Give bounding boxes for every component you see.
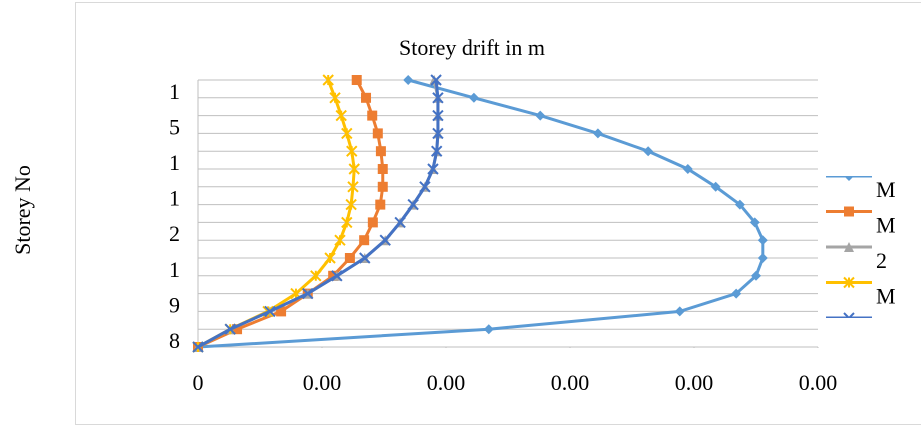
series-line [197,78,765,349]
y-tick-label: 2 [169,221,180,246]
marker [674,306,685,317]
marker [379,234,391,246]
marker [734,199,745,210]
marker [419,181,431,193]
y-axis-label: Storey No [10,165,35,255]
marker [643,146,654,157]
marker [302,287,314,300]
y-tick-label: 1 [169,257,180,282]
marker [843,276,855,289]
marker [757,235,768,246]
series-line [197,79,385,349]
marker [232,324,243,335]
marker [427,163,439,175]
marker [341,127,353,140]
marker [432,92,444,104]
marker [844,242,854,252]
marker [192,341,204,353]
marker [367,110,378,121]
marker [682,164,693,174]
chart-border [75,2,921,425]
x-tick-label: 0 [193,370,204,395]
marker [377,181,388,192]
y-tick-label: 8 [169,328,180,353]
marker [348,163,360,175]
legend-label: M [876,177,896,202]
marker [329,92,341,104]
series-line [197,79,440,349]
marker [341,216,353,229]
x-tick-label: 0.00 [551,370,590,395]
x-tick-label: 0.00 [799,370,838,395]
marker [264,305,276,318]
y-tick-label: 1 [169,186,180,211]
marker [322,74,334,86]
marker [407,198,419,211]
marker [359,252,371,264]
marker [403,75,414,85]
marker [331,270,343,282]
marker [345,198,357,211]
legend-label: 2 [876,248,887,273]
marker [751,270,761,281]
marker [346,145,358,157]
marker [757,253,768,263]
marker [749,217,760,228]
legend-label: M [876,284,896,309]
marker [592,128,603,139]
legend-label: M [876,213,896,238]
marker [394,216,406,229]
marker [347,181,359,193]
marker [483,324,494,335]
marker [432,127,444,140]
y-tick-label: 1 [169,79,180,104]
marker [710,181,721,192]
marker [328,270,339,281]
marker [334,234,346,246]
marker [361,92,372,103]
marker [375,199,386,210]
series-line [197,79,356,349]
y-tick-label: 9 [169,292,180,317]
marker [344,253,355,263]
marker [276,306,287,317]
marker [844,206,854,217]
marker [324,252,336,264]
marker [224,323,236,335]
marker [367,217,378,228]
marker [335,109,347,122]
marker [351,75,362,85]
marker [372,128,383,139]
marker [432,109,444,122]
marker [468,92,479,103]
marker [731,288,742,299]
chart-title: Storey drift in m [399,35,545,60]
marker [359,235,370,246]
marker [375,146,386,157]
marker [310,270,322,282]
x-tick-label: 0.00 [427,370,466,395]
marker [843,312,855,318]
marker [430,74,442,86]
x-tick-label: 0.00 [303,370,342,395]
y-tick-label: 5 [169,114,180,139]
marker [535,110,546,121]
x-tick-label: 0.00 [675,370,714,395]
marker [377,164,388,174]
y-tick-label: 1 [169,150,180,175]
marker [844,176,854,181]
marker [430,145,443,157]
